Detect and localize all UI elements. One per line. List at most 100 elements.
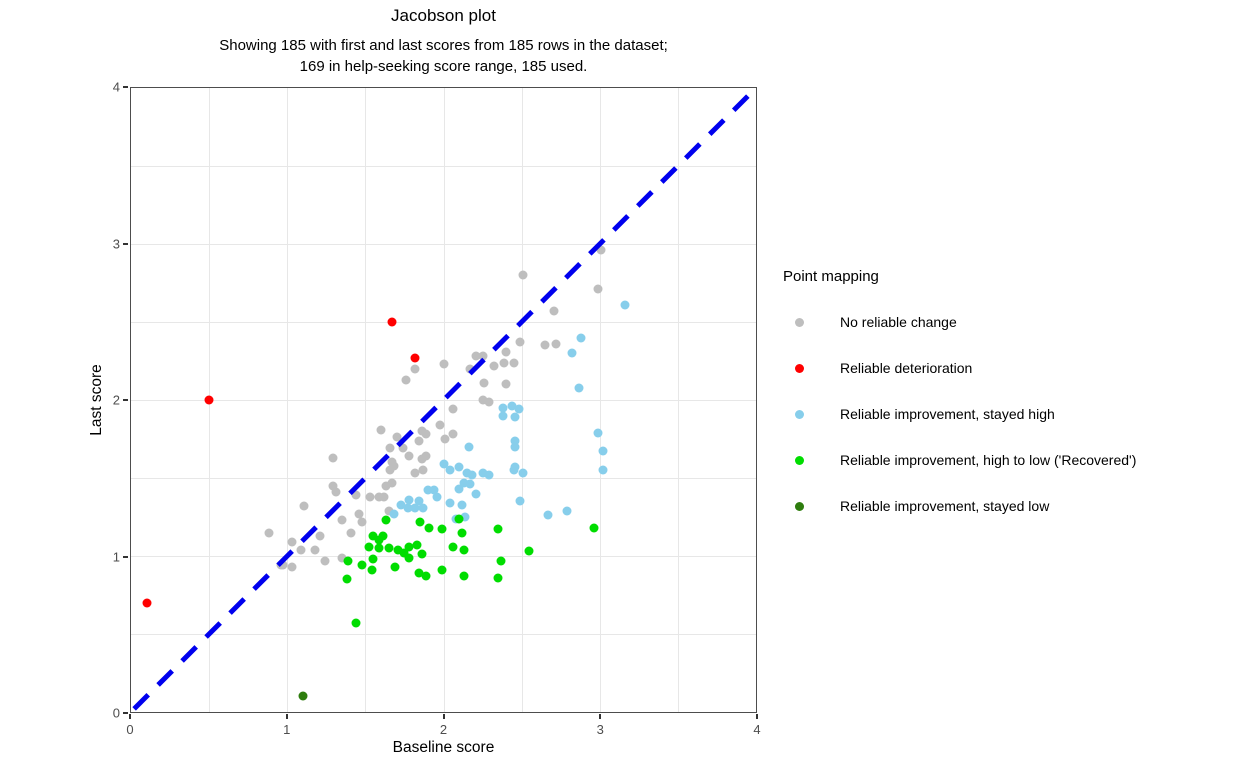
x-tick-mark [599, 714, 602, 719]
data-point [510, 442, 520, 452]
x-tick-mark [756, 714, 758, 719]
data-point [414, 568, 423, 578]
data-point [459, 571, 469, 581]
data-point [374, 535, 384, 545]
data-point [437, 565, 447, 575]
data-point [418, 465, 428, 475]
data-point [493, 524, 503, 534]
y-tick-mark [123, 242, 128, 245]
data-point [331, 487, 341, 497]
y-tick-label: 1 [112, 549, 120, 564]
data-point [593, 284, 603, 294]
data-point [404, 451, 414, 461]
data-point [387, 317, 397, 327]
data-point [515, 496, 525, 506]
data-point [467, 470, 477, 480]
y-tick-label: 4 [112, 79, 120, 95]
data-point [417, 454, 427, 464]
data-point [385, 443, 395, 453]
data-point [418, 503, 428, 513]
data-point [296, 545, 306, 555]
data-point [421, 429, 431, 439]
data-point [515, 337, 525, 347]
data-point [298, 691, 308, 701]
y-axis-tick-marks [123, 86, 129, 714]
data-point [598, 446, 608, 456]
data-point [328, 453, 338, 463]
data-point [489, 361, 498, 371]
data-point [364, 542, 373, 552]
legend-item-label: Reliable improvement, stayed high [840, 406, 1055, 422]
data-point [499, 358, 509, 368]
data-point [367, 565, 377, 575]
data-point [593, 428, 603, 438]
data-point [374, 543, 384, 553]
y-tick-label: 2 [112, 392, 120, 408]
data-point [393, 545, 403, 555]
data-point [414, 436, 423, 446]
data-point [509, 358, 519, 368]
data-point [412, 540, 422, 550]
data-point [549, 306, 559, 316]
legend-item: Reliable deterioration [781, 345, 1241, 391]
data-point [404, 553, 414, 563]
data-point [328, 481, 338, 491]
legend-dot [795, 409, 804, 419]
data-point [417, 426, 427, 436]
gridline-horizontal [131, 478, 756, 479]
legend-item-label: Reliable improvement, high to low ('Reco… [840, 452, 1137, 468]
y-tick-mark [123, 555, 128, 558]
data-point [287, 562, 297, 572]
x-tick-mark [285, 714, 288, 719]
data-point [410, 468, 420, 478]
y-tick-mark [123, 712, 128, 714]
data-point [387, 457, 397, 467]
data-point [365, 492, 375, 502]
data-point [598, 465, 608, 475]
data-point [392, 432, 402, 442]
data-point [496, 556, 506, 566]
data-point [445, 465, 455, 475]
x-tick-label: 1 [283, 722, 291, 737]
data-point [401, 375, 411, 385]
legend-item-label: Reliable deterioration [840, 360, 973, 376]
x-axis-tick-marks [129, 714, 758, 720]
x-tick-label: 2 [439, 722, 448, 737]
data-point [403, 503, 413, 513]
legend-dot [795, 455, 804, 465]
data-point [454, 484, 464, 494]
x-axis-tick-labels: 0 1 2 3 4 [126, 722, 760, 738]
gridline-horizontal [131, 556, 756, 557]
data-point [381, 515, 391, 525]
data-point [368, 554, 378, 564]
data-point [368, 531, 378, 541]
data-point [457, 500, 467, 510]
legend: Point mapping No reliable change Reliable… [781, 268, 1241, 529]
data-point [379, 492, 389, 502]
legend-item: Reliable improvement, high to low ('Reco… [781, 437, 1241, 483]
data-point [509, 465, 519, 475]
data-point [454, 514, 464, 524]
data-point [460, 512, 470, 522]
data-point [320, 556, 330, 566]
gridline-vertical [365, 88, 367, 712]
data-point [478, 351, 488, 361]
data-point [551, 339, 561, 349]
data-point [440, 434, 450, 444]
data-point [432, 492, 442, 502]
data-point [478, 468, 488, 478]
data-point [399, 548, 409, 558]
data-point [404, 542, 414, 552]
legend-title: Point mapping [783, 268, 879, 285]
chart-subtitle-line2: 169 in help-seeking score range, 185 use… [299, 58, 588, 75]
data-point [343, 556, 353, 566]
y-tick-mark [123, 86, 128, 88]
data-point [454, 462, 464, 472]
data-point [387, 478, 397, 488]
data-point [384, 506, 394, 516]
data-point [346, 528, 356, 538]
data-point [351, 490, 361, 500]
data-point [381, 481, 391, 491]
data-point [287, 537, 297, 547]
